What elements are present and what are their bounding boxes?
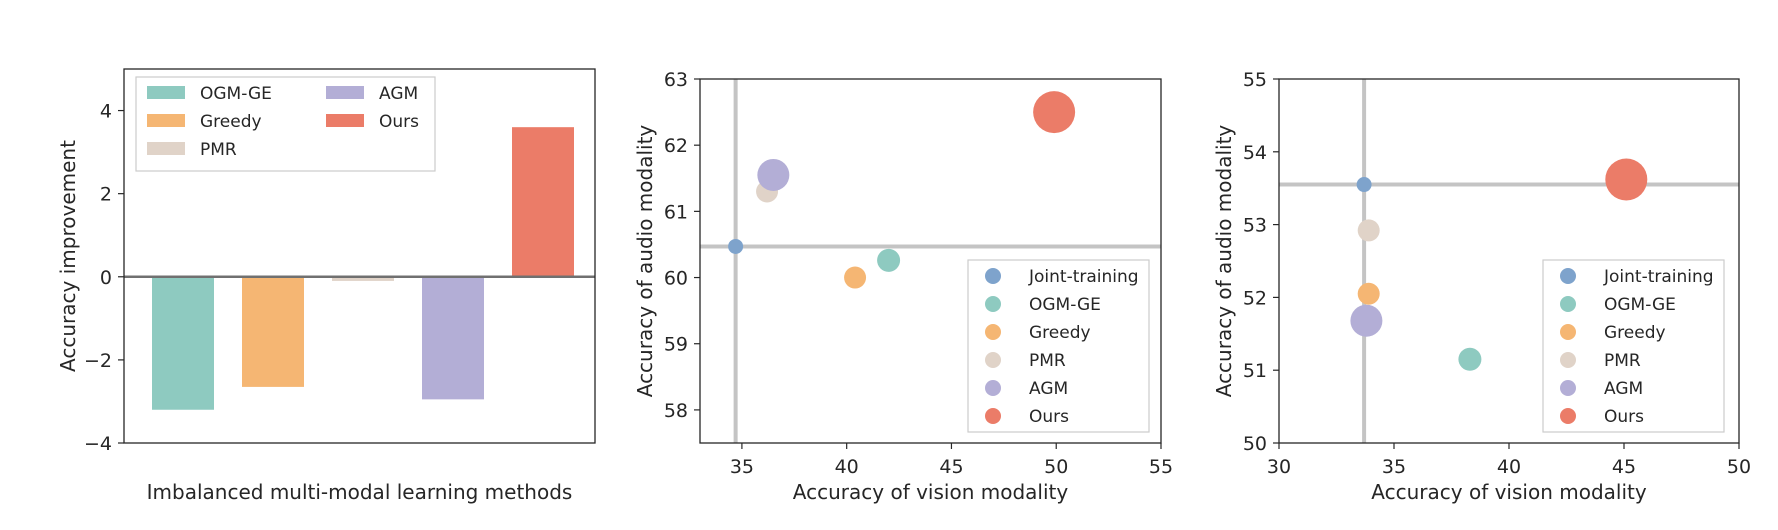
legend: OGM-GE Greedy PMR AGM Ours <box>135 76 436 172</box>
legend-label-ogm-ge: OGM-GE <box>1029 295 1101 315</box>
legend-label-ours: Ours <box>1604 407 1644 427</box>
y-tick-label: 2 <box>100 184 112 206</box>
y-tick-label: 58 <box>664 400 688 422</box>
legend-marker-pmr <box>985 352 1001 368</box>
x-tick-label: 35 <box>1382 456 1406 478</box>
x-tick-label: 50 <box>1727 456 1751 478</box>
legend-label-pmr: PMR <box>1029 351 1066 371</box>
x-axis-label: Accuracy of vision modality <box>1371 480 1647 504</box>
legend-label-greedy: Greedy <box>1029 323 1091 343</box>
plot-frame <box>699 78 1162 444</box>
legend-marker-agm <box>1560 380 1576 396</box>
legend-marker-greedy <box>1560 324 1576 340</box>
point-pmr <box>1357 219 1380 242</box>
bar-greedy <box>242 276 304 387</box>
legend-marker-joint-training <box>1560 268 1576 284</box>
y-tick-label: 61 <box>664 201 688 223</box>
legend: Joint-training OGM-GE Greedy PMR AGM Ours <box>967 259 1150 433</box>
x-tick-label: 50 <box>1044 456 1068 478</box>
y-tick-label: 62 <box>664 135 688 157</box>
legend-marker-ours <box>985 408 1001 424</box>
point-ours <box>1605 158 1648 201</box>
legend-label-ours: Ours <box>1029 407 1069 427</box>
bar-chart-panel: −4 −2 0 2 4 OGM-GE Greedy PMR AGM Ours Imbalanced … <box>56 68 596 504</box>
point-greedy <box>1357 282 1380 305</box>
legend-swatch-ogm-ge <box>147 86 185 99</box>
legend-label-pmr: PMR <box>200 140 237 160</box>
legend-marker-ogm-ge <box>985 296 1001 312</box>
y-tick-label: 0 <box>100 267 112 289</box>
bar-agm <box>422 276 484 400</box>
legend-swatch-ours <box>326 114 364 127</box>
legend-marker-pmr <box>1560 352 1576 368</box>
y-tick-label: −4 <box>84 433 112 455</box>
legend-box <box>967 259 1150 433</box>
y-tick-label: 51 <box>1243 360 1267 382</box>
x-axis-label: Accuracy of vision modality <box>793 480 1069 504</box>
legend-label-ogm-ge: OGM-GE <box>1604 295 1676 315</box>
legend-label-ogm-ge: OGM-GE <box>200 84 272 104</box>
y-axis-label: Accuracy of audio modality <box>1212 125 1236 398</box>
legend-label-greedy: Greedy <box>200 112 262 132</box>
point-joint-training <box>728 238 744 254</box>
legend-swatch-pmr <box>147 142 185 155</box>
legend-box <box>135 76 436 172</box>
x-tick-label: 40 <box>835 456 859 478</box>
y-tick-label: 55 <box>1243 69 1267 91</box>
legend-label-agm: AGM <box>379 84 418 104</box>
y-tick-label: −2 <box>84 350 112 372</box>
bar-pmr <box>332 276 394 281</box>
legend: Joint-training OGM-GE Greedy PMR AGM Ours <box>1542 259 1725 433</box>
scatter-chart-panel-1: 35 40 45 50 55 58 59 60 61 62 63 Joint-training OGM-… <box>633 69 1173 504</box>
x-tick-label: 45 <box>1612 456 1636 478</box>
y-tick-label: 50 <box>1243 433 1267 455</box>
x-tick-label: 30 <box>1267 456 1291 478</box>
point-agm <box>1350 304 1383 337</box>
legend-label-pmr: PMR <box>1604 351 1641 371</box>
legend-marker-ours <box>1560 408 1576 424</box>
point-agm <box>757 158 790 191</box>
x-tick-label: 40 <box>1497 456 1521 478</box>
legend-swatch-agm <box>326 86 364 99</box>
plot-frame <box>123 68 596 444</box>
point-greedy <box>844 266 867 289</box>
bar-ours <box>512 127 574 277</box>
legend-label-joint-training: Joint-training <box>1028 267 1139 287</box>
point-ogm-ge <box>1458 347 1482 371</box>
legend-marker-greedy <box>985 324 1001 340</box>
point-joint-training <box>1356 177 1372 193</box>
point-ogm-ge <box>877 248 901 272</box>
legend-label-agm: AGM <box>1029 379 1068 399</box>
legend-label-greedy: Greedy <box>1604 323 1666 343</box>
legend-label-agm: AGM <box>1604 379 1643 399</box>
y-axis-label: Accuracy of audio modality <box>633 125 657 398</box>
y-axis-label: Accuracy improvement <box>56 140 80 372</box>
y-tick-label: 63 <box>664 69 688 91</box>
legend-marker-agm <box>985 380 1001 396</box>
point-ours <box>1033 91 1076 134</box>
y-tick-label: 53 <box>1243 215 1267 237</box>
legend-marker-ogm-ge <box>1560 296 1576 312</box>
scatter-chart-panel-2: 30 35 40 45 50 50 51 52 53 54 55 Joint-training OGM-… <box>1212 69 1751 504</box>
y-tick-label: 59 <box>664 334 688 356</box>
x-axis-label: Imbalanced multi-modal learning methods <box>147 480 573 504</box>
legend-box <box>1542 259 1725 433</box>
legend-label-joint-training: Joint-training <box>1603 267 1714 287</box>
bar-ogm-ge <box>152 276 214 410</box>
x-tick-label: 55 <box>1149 456 1173 478</box>
x-tick-label: 35 <box>730 456 754 478</box>
y-tick-label: 54 <box>1243 142 1267 164</box>
legend-marker-joint-training <box>985 268 1001 284</box>
y-tick-label: 52 <box>1243 287 1267 309</box>
y-tick-label: 60 <box>664 268 688 290</box>
x-tick-label: 45 <box>939 456 963 478</box>
legend-label-ours: Ours <box>379 112 419 132</box>
legend-swatch-greedy <box>147 114 185 127</box>
y-tick-label: 4 <box>100 101 112 123</box>
